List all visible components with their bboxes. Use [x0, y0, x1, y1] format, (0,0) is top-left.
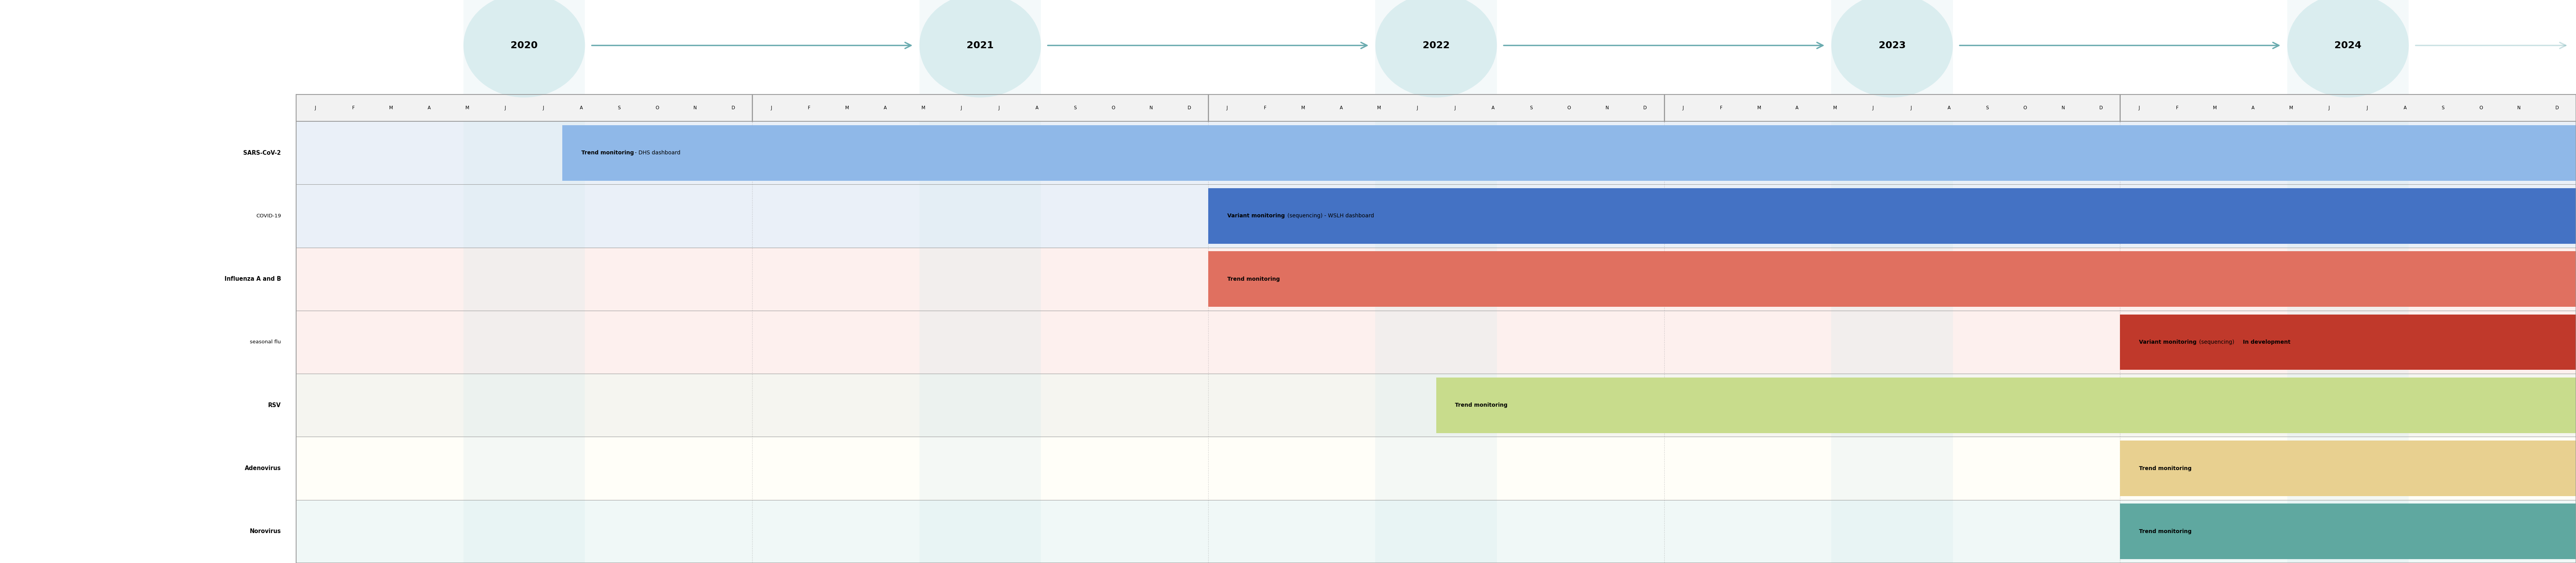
Text: N: N: [2061, 105, 2066, 110]
Bar: [1376, 0, 1497, 563]
Text: A: A: [580, 105, 582, 110]
Text: (sequencing) - WSLH dashboard: (sequencing) - WSLH dashboard: [1285, 213, 1373, 218]
Text: D: D: [732, 105, 734, 110]
Text: 2022: 2022: [1422, 41, 1450, 50]
Text: SARS-CoV-2: SARS-CoV-2: [242, 150, 281, 156]
Text: A: A: [1036, 105, 1038, 110]
Text: S: S: [1986, 105, 1989, 110]
Text: 2023: 2023: [1878, 41, 1906, 50]
Text: M: M: [1301, 105, 1306, 110]
Text: N: N: [1605, 105, 1610, 110]
Text: M: M: [1757, 105, 1762, 110]
Text: F: F: [1265, 105, 1267, 110]
Text: M: M: [1378, 105, 1381, 110]
Text: Norovirus: Norovirus: [250, 529, 281, 534]
Bar: [1208, 188, 2576, 244]
Bar: [562, 125, 2576, 181]
Text: N: N: [2517, 105, 2522, 110]
Text: O: O: [1566, 105, 1571, 110]
Bar: [296, 500, 2576, 563]
Text: D: D: [2555, 105, 2558, 110]
Text: D: D: [2099, 105, 2102, 110]
Text: M: M: [2290, 105, 2293, 110]
Text: A: A: [2403, 105, 2406, 110]
Bar: [296, 374, 2576, 437]
Text: O: O: [2022, 105, 2027, 110]
Text: (sequencing): (sequencing): [2197, 339, 2236, 345]
Text: Variant monitoring: Variant monitoring: [2138, 339, 2197, 345]
Text: Trend monitoring: Trend monitoring: [1226, 276, 1280, 282]
Bar: [2120, 314, 2576, 370]
Bar: [296, 95, 2576, 121]
FancyArrowPatch shape: [1504, 42, 1824, 48]
Bar: [920, 0, 1041, 563]
Bar: [296, 248, 2576, 374]
Text: A: A: [2251, 105, 2254, 110]
Text: Trend monitoring: Trend monitoring: [2138, 529, 2192, 534]
Ellipse shape: [1832, 0, 1953, 97]
Text: M: M: [2213, 105, 2218, 110]
Text: In development: In development: [2244, 339, 2290, 345]
Text: Trend monitoring: Trend monitoring: [582, 150, 634, 155]
Text: 2021: 2021: [966, 41, 994, 50]
Text: Trend monitoring: Trend monitoring: [1455, 403, 1507, 408]
Ellipse shape: [2287, 0, 2409, 97]
Text: A: A: [1795, 105, 1798, 110]
Text: RSV: RSV: [268, 403, 281, 408]
Text: Influenza A and B: Influenza A and B: [224, 276, 281, 282]
Text: Trend monitoring: Trend monitoring: [2138, 466, 2192, 471]
Text: N: N: [1149, 105, 1154, 110]
Bar: [1437, 377, 2576, 433]
Text: F: F: [353, 105, 355, 110]
Ellipse shape: [464, 0, 585, 97]
Text: 2024: 2024: [2334, 41, 2362, 50]
Text: Adenovirus: Adenovirus: [245, 466, 281, 471]
Bar: [1208, 251, 2576, 307]
Text: 2020: 2020: [510, 41, 538, 50]
Text: D: D: [1643, 105, 1646, 110]
Bar: [2287, 0, 2409, 563]
FancyArrowPatch shape: [2416, 42, 2566, 48]
Text: COVID-19: COVID-19: [255, 213, 281, 218]
Text: A: A: [1947, 105, 1950, 110]
Text: O: O: [654, 105, 659, 110]
Text: N: N: [693, 105, 698, 110]
Text: O: O: [1110, 105, 1115, 110]
Ellipse shape: [920, 0, 1041, 97]
Text: S: S: [2442, 105, 2445, 110]
Text: A: A: [1340, 105, 1342, 110]
FancyArrowPatch shape: [592, 42, 912, 48]
Text: M: M: [922, 105, 925, 110]
Text: M: M: [845, 105, 850, 110]
Text: O: O: [2478, 105, 2483, 110]
Text: Variant monitoring: Variant monitoring: [1226, 213, 1285, 218]
Text: M: M: [1834, 105, 1837, 110]
Text: S: S: [1074, 105, 1077, 110]
Bar: [2120, 441, 2576, 496]
Bar: [2120, 504, 2576, 559]
Bar: [296, 121, 2576, 248]
Ellipse shape: [1376, 0, 1497, 97]
Text: A: A: [884, 105, 886, 110]
Text: D: D: [1188, 105, 1190, 110]
Text: S: S: [618, 105, 621, 110]
Text: - DHS dashboard: - DHS dashboard: [634, 150, 680, 155]
Text: M: M: [389, 105, 394, 110]
Text: F: F: [2177, 105, 2179, 110]
Text: F: F: [809, 105, 811, 110]
Text: seasonal flu: seasonal flu: [250, 339, 281, 345]
Text: M: M: [466, 105, 469, 110]
FancyArrowPatch shape: [1960, 42, 2280, 48]
Bar: [464, 0, 585, 563]
Bar: [296, 437, 2576, 500]
Text: S: S: [1530, 105, 1533, 110]
Text: F: F: [1721, 105, 1723, 110]
Text: A: A: [428, 105, 430, 110]
Text: A: A: [1492, 105, 1494, 110]
FancyArrowPatch shape: [1048, 42, 1368, 48]
Bar: [1832, 0, 1953, 563]
